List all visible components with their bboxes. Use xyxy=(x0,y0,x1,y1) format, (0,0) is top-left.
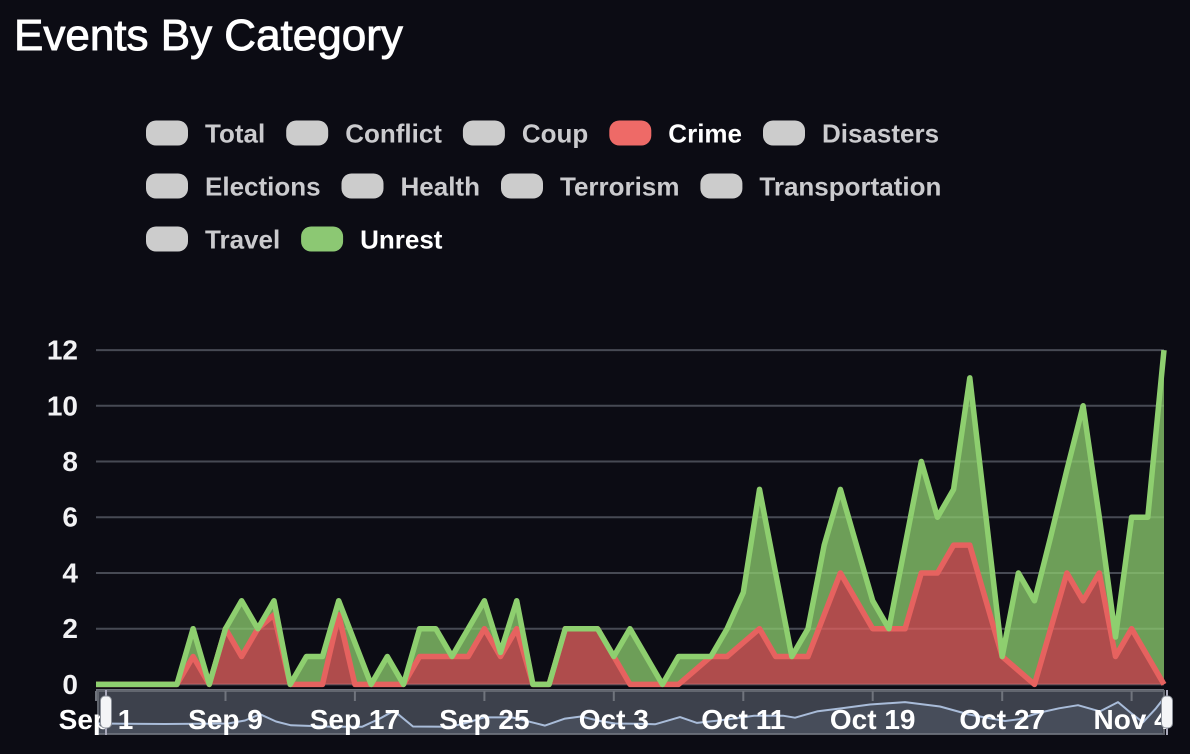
svg-text:10: 10 xyxy=(47,390,78,421)
svg-text:Oct 3: Oct 3 xyxy=(579,704,649,735)
svg-text:Elections: Elections xyxy=(205,172,321,202)
svg-text:2: 2 xyxy=(62,613,78,644)
svg-text:Conflict: Conflict xyxy=(345,119,442,149)
svg-text:Coup: Coup xyxy=(522,119,588,149)
svg-text:Sep 9: Sep 9 xyxy=(188,704,263,735)
svg-text:Unrest: Unrest xyxy=(360,225,443,255)
svg-text:Sep 1: Sep 1 xyxy=(59,704,134,735)
svg-text:12: 12 xyxy=(47,335,78,366)
svg-text:Travel: Travel xyxy=(205,225,280,255)
svg-text:Transportation: Transportation xyxy=(759,172,941,202)
svg-text:Terrorism: Terrorism xyxy=(560,172,679,202)
svg-text:Oct 11: Oct 11 xyxy=(701,704,785,735)
svg-text:Health: Health xyxy=(401,172,480,202)
svg-text:8: 8 xyxy=(62,446,78,477)
svg-text:Sep 17: Sep 17 xyxy=(310,704,400,735)
svg-text:Crime: Crime xyxy=(668,119,742,149)
svg-text:6: 6 xyxy=(62,502,78,533)
svg-text:4: 4 xyxy=(62,558,78,589)
svg-text:Oct 27: Oct 27 xyxy=(959,704,1045,735)
svg-text:Events By Category: Events By Category xyxy=(14,11,403,60)
svg-text:Total: Total xyxy=(205,119,265,149)
svg-text:0: 0 xyxy=(62,669,78,700)
svg-text:Nov 4: Nov 4 xyxy=(1093,704,1170,735)
svg-text:Sep 25: Sep 25 xyxy=(439,704,529,735)
svg-text:Oct 19: Oct 19 xyxy=(830,704,916,735)
svg-text:Disasters: Disasters xyxy=(822,119,939,149)
